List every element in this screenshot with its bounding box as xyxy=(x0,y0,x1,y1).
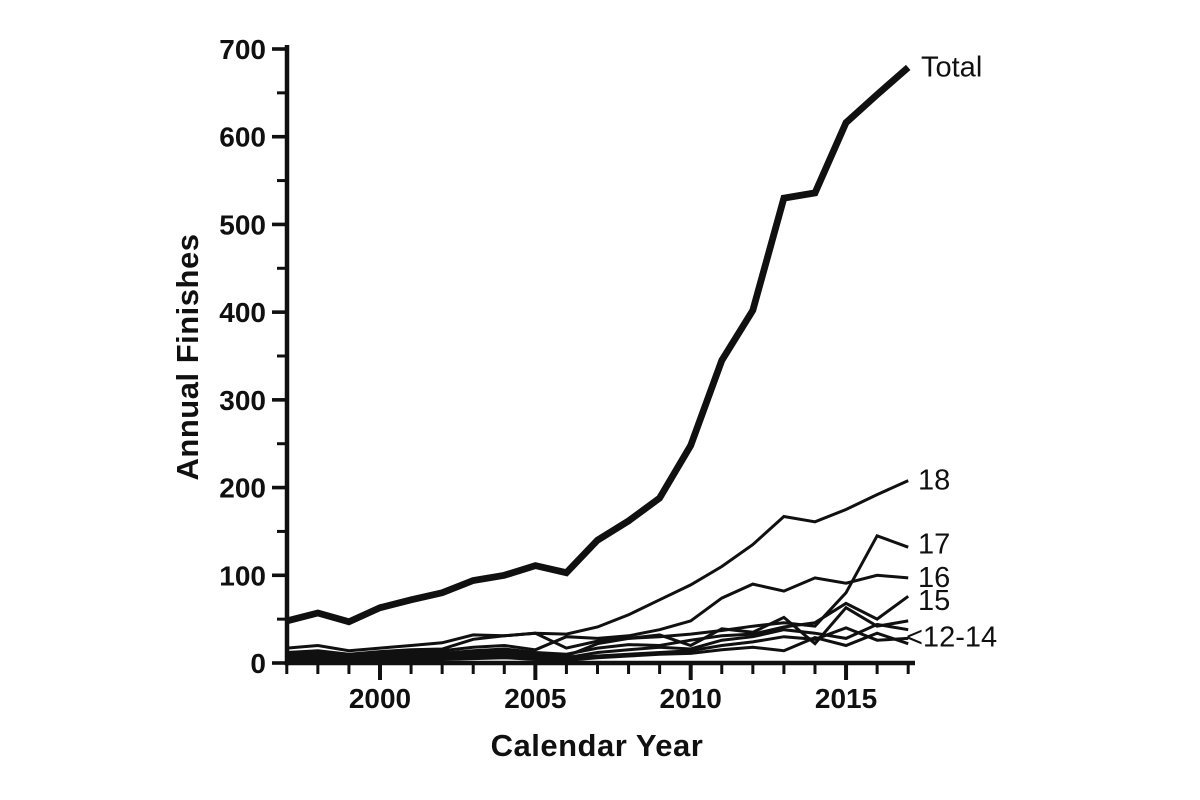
series-end-label-16: 16 xyxy=(918,562,950,594)
series-line-Total xyxy=(285,64,911,626)
x-tick-label: 2010 xyxy=(660,683,722,714)
series-end-label-17: 17 xyxy=(918,529,950,561)
y-tick-label: 100 xyxy=(219,560,266,591)
y-tick-label: 400 xyxy=(219,297,266,328)
series-end-label-Total: Total xyxy=(921,52,982,84)
y-tick-label: 500 xyxy=(219,209,266,240)
series-line-18 xyxy=(286,479,909,653)
y-tick-label: 700 xyxy=(219,34,266,65)
series-line-15 xyxy=(286,595,910,660)
x-axis-title: Calendar Year xyxy=(490,728,704,763)
series-line-13 xyxy=(286,622,909,662)
series-line-16 xyxy=(286,573,909,658)
y-axis-title: Annual Finishes xyxy=(170,233,205,481)
x-tick-label: 2005 xyxy=(504,683,566,714)
series-end-label-1214: <12-14 xyxy=(906,622,997,654)
y-tick-label: 600 xyxy=(219,122,266,153)
y-tick-label: 300 xyxy=(219,385,266,416)
series-line-12 xyxy=(286,631,909,664)
x-tick-label: 2015 xyxy=(815,683,877,714)
x-tick-label: 2000 xyxy=(349,683,411,714)
series-end-label-15: 15 xyxy=(918,585,950,617)
series-end-label-18: 18 xyxy=(918,465,950,497)
y-tick-label: 0 xyxy=(250,648,266,679)
y-tick-label: 200 xyxy=(219,473,266,504)
